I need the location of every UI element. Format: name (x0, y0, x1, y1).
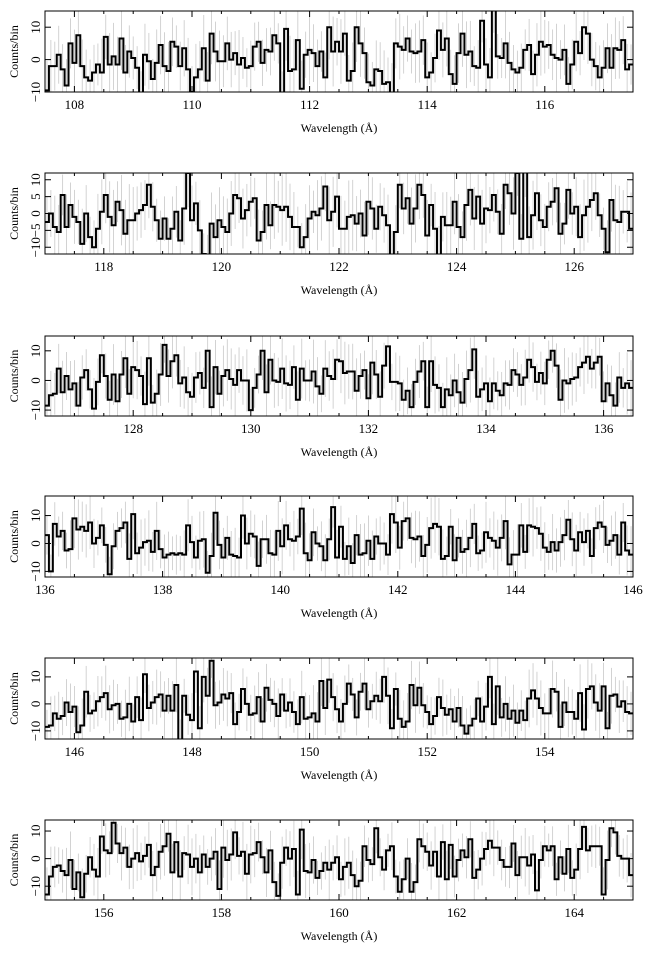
plot-area (45, 11, 633, 92)
x-tick-label: 124 (447, 259, 467, 274)
y-tick-label: −10 (28, 82, 43, 102)
y-axis-label: Counts/bin (7, 834, 21, 887)
x-tick-label: 144 (506, 582, 526, 597)
x-tick-label: 160 (329, 905, 349, 920)
y-tick-label: 0 (28, 701, 43, 708)
x-tick-label: 142 (388, 582, 408, 597)
x-tick-label: 112 (300, 97, 319, 112)
x-tick-label: 152 (417, 744, 437, 759)
y-axis-label: Counts/bin (7, 350, 21, 403)
plot-area (45, 336, 633, 416)
x-tick-label: 132 (359, 421, 379, 436)
x-tick-label: 130 (241, 421, 261, 436)
x-tick-label: 134 (476, 421, 496, 436)
x-tick-label: 126 (564, 259, 584, 274)
y-axis-label: Counts/bin (7, 25, 21, 78)
x-axis-label: Wavelength (Å) (301, 606, 378, 620)
x-tick-label: 108 (65, 97, 85, 112)
y-tick-label: 0 (28, 56, 43, 63)
spectrum-panel-3: 128 130 132 134 136 −10 0 10 Wavelength (Å) Count… (7, 335, 634, 459)
y-tick-label: −10 (28, 237, 43, 257)
x-tick-label: 148 (182, 744, 202, 759)
x-tick-label: 146 (623, 582, 643, 597)
spectrum-line (45, 343, 633, 412)
y-tick-label: 10 (28, 21, 43, 34)
x-tick-label: 138 (153, 582, 173, 597)
y-tick-label: 10 (28, 344, 43, 357)
y-tick-label: −10 (28, 561, 43, 581)
y-axis-label: Counts/bin (7, 510, 21, 563)
x-tick-label: 136 (594, 421, 614, 436)
x-tick-label: 128 (123, 421, 143, 436)
spectrum-panel-6: 156 158 160 162 164 −10 0 10 Wavelength (Å) Count… (7, 819, 634, 943)
y-tick-label: −10 (28, 400, 43, 420)
spectrum-line (45, 173, 633, 254)
x-tick-label: 154 (535, 744, 555, 759)
x-tick-label: 162 (447, 905, 467, 920)
x-tick-label: 118 (94, 259, 113, 274)
x-tick-label: 164 (564, 905, 584, 920)
spectrum-panel-2: 118 120 122 124 126 −10−5 0 5 10 Wavelength (Å) Co… (7, 172, 634, 297)
x-tick-label: 140 (270, 582, 290, 597)
y-tick-label: 0 (28, 540, 43, 547)
y-axis-label: Counts/bin (7, 672, 21, 725)
x-tick-label: 116 (535, 97, 555, 112)
x-axis-label: Wavelength (Å) (301, 283, 378, 297)
x-tick-label: 146 (65, 744, 85, 759)
spectrum-line (45, 11, 633, 92)
y-tick-label: 10 (28, 670, 43, 683)
x-tick-label: 120 (212, 259, 232, 274)
x-axis-label: Wavelength (Å) (301, 121, 378, 135)
y-tick-label: 10 (28, 173, 43, 186)
x-tick-label: 114 (418, 97, 438, 112)
plot-area (45, 496, 633, 577)
x-tick-label: 158 (212, 905, 232, 920)
y-tick-label: −10 (28, 876, 43, 896)
spectrum-panel-1: 108 110 112 114 116 −10 0 10 Wavelength (Å) Count… (7, 10, 634, 135)
spectrum-panel-4: 136 138 140 142 144 146 −10 0 10 Wavelength (Å) Co… (7, 495, 643, 620)
y-tick-label: −10 (28, 721, 43, 741)
y-tick-label: 10 (28, 825, 43, 838)
spectrum-panel-5: 146 148 150 152 154 −10 0 10 Wavelength (Å) Count… (7, 657, 634, 782)
x-axis-label: Wavelength (Å) (301, 929, 378, 943)
x-tick-label: 150 (300, 744, 320, 759)
x-tick-label: 136 (35, 582, 55, 597)
y-tick-label: 0 (28, 210, 43, 217)
spectrum-line (45, 821, 633, 899)
x-axis-label: Wavelength (Å) (301, 768, 378, 782)
y-tick-label: 0 (28, 855, 43, 862)
plot-area (45, 658, 633, 739)
x-tick-label: 156 (94, 905, 114, 920)
y-tick-label: −5 (28, 223, 43, 237)
x-axis-label: Wavelength (Å) (301, 445, 378, 459)
y-tick-label: 0 (28, 377, 43, 384)
x-tick-label: 110 (182, 97, 201, 112)
y-axis-label: Counts/bin (7, 187, 21, 240)
x-tick-label: 122 (329, 259, 349, 274)
plot-area (45, 173, 633, 254)
y-tick-label: 10 (28, 509, 43, 522)
spectrum-line (45, 506, 633, 576)
y-tick-label: 5 (28, 193, 43, 200)
plot-area (45, 820, 633, 900)
spectrum-line (45, 659, 633, 739)
